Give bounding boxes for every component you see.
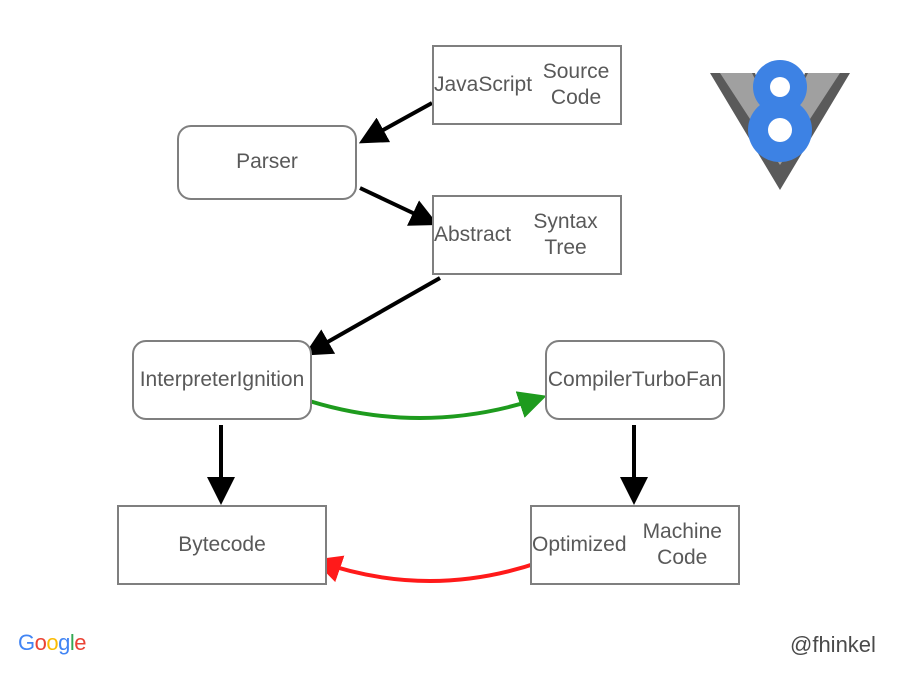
edge-ignition-turbofan	[300, 398, 540, 418]
edge-ast-ignition	[310, 278, 440, 352]
author-handle: @fhinkel	[790, 632, 876, 658]
google-logo: Google	[18, 630, 86, 656]
node-optcode: OptimizedMachine Code	[530, 505, 740, 585]
node-ignition: InterpreterIgnition	[132, 340, 312, 420]
handle-text: @fhinkel	[790, 632, 876, 657]
node-parser: Parser	[177, 125, 357, 200]
node-ast: AbstractSyntax Tree	[432, 195, 622, 275]
node-turbofan: CompilerTurboFan	[545, 340, 725, 420]
node-bytecode: Bytecode	[117, 505, 327, 585]
edge-parser-ast	[360, 188, 432, 222]
v8-logo	[710, 55, 850, 200]
node-src: JavaScriptSource Code	[432, 45, 622, 125]
edge-optcode-bytecode	[320, 562, 540, 581]
edge-src-parser	[365, 103, 432, 140]
